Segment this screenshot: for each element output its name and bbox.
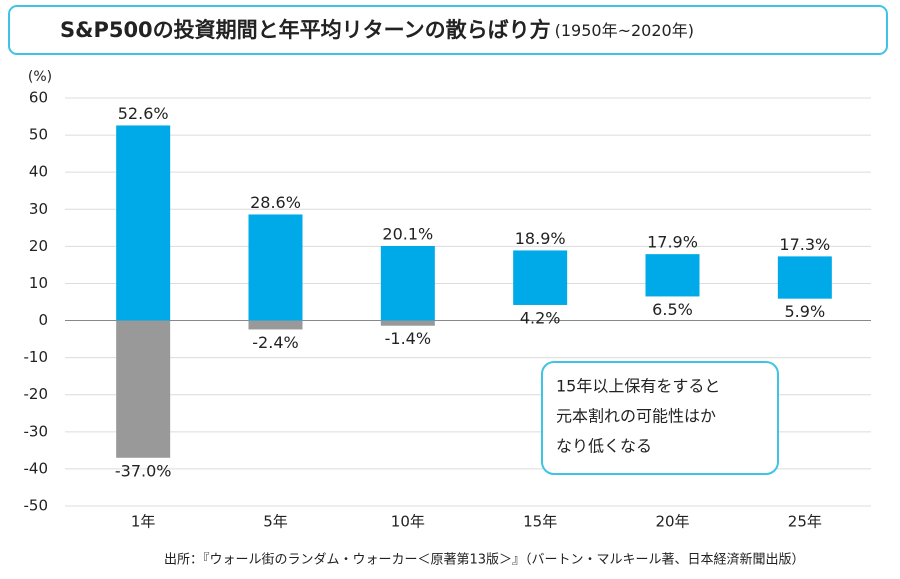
y-axis-label: (%)	[28, 69, 52, 85]
y-tick-label: -40	[24, 459, 49, 477]
value-label: 6.5%	[652, 300, 693, 319]
y-tick-label: 30	[29, 200, 48, 218]
annotation-text: 元本割れの可能性はか	[556, 407, 716, 426]
value-label: 4.2%	[520, 308, 561, 327]
y-tick-label: 20	[29, 237, 48, 255]
annotation-text: なり低くなる	[556, 437, 652, 456]
value-label: 28.6%	[250, 193, 301, 212]
x-tick-label: 20年	[655, 513, 689, 531]
bar-negative	[380, 320, 435, 326]
bar-negative	[116, 320, 171, 458]
y-tick-label: -10	[24, 348, 49, 366]
value-label: -37.0%	[115, 461, 172, 480]
bar	[645, 254, 700, 297]
x-tick-label: 5年	[263, 513, 288, 531]
value-label: 20.1%	[382, 224, 433, 243]
y-tick-label: 50	[29, 126, 48, 144]
x-tick-label: 15年	[523, 513, 557, 531]
y-tick-label: 10	[29, 274, 48, 292]
x-tick-label: 10年	[391, 513, 425, 531]
bar	[777, 256, 832, 299]
value-label: 18.9%	[515, 229, 566, 248]
plot-area	[65, 97, 871, 507]
y-tick-label: 60	[29, 89, 48, 107]
y-tick-label: -30	[24, 422, 49, 440]
subtitle-text: (1950年~2020年)	[555, 21, 694, 40]
value-label: 17.3%	[779, 235, 830, 254]
value-label: -2.4%	[252, 333, 298, 352]
title-box	[8, 5, 888, 55]
bar-negative	[248, 320, 303, 330]
bar-positive	[248, 214, 303, 321]
value-label: -1.4%	[385, 329, 431, 348]
annotation-text: 15年以上保有をすると	[556, 377, 720, 396]
chart-title: S&P500の投資期間と年平均リターンの散らばり方 (1950年~2020年)	[60, 18, 694, 42]
y-tick-label: 0	[38, 311, 48, 329]
y-tick-label: -50	[24, 497, 49, 515]
source-note: 出所：『ウォール街のランダム・ウォーカー＜原著第13版＞』（バートン・マルキール…	[164, 552, 805, 568]
y-tick-label: 40	[29, 163, 48, 181]
value-label: 5.9%	[785, 302, 826, 321]
title-text: S&P500の投資期間と年平均リターンの散らばり方	[60, 18, 551, 42]
bar-positive	[116, 125, 171, 321]
x-tick-label: 25年	[788, 513, 822, 531]
x-tick-label: 1年	[131, 513, 156, 531]
value-label: 52.6%	[118, 104, 169, 123]
y-tick-label: -20	[24, 385, 49, 403]
bar	[513, 250, 568, 305]
annotation-box	[541, 361, 779, 475]
value-label: 17.9%	[647, 233, 698, 252]
bar-positive	[380, 245, 435, 321]
